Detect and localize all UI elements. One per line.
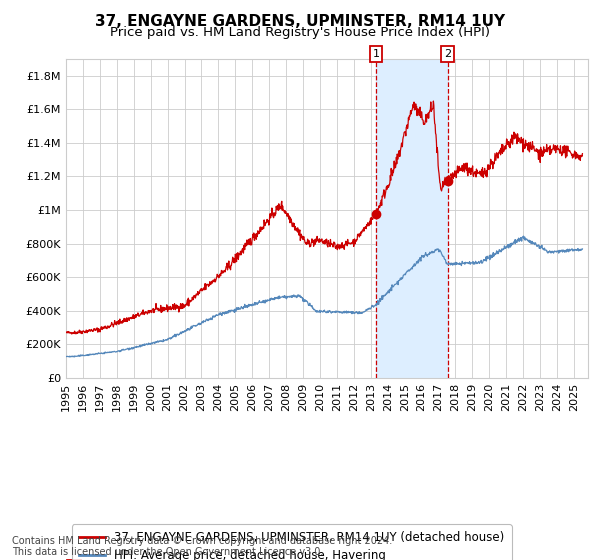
Bar <box>376 59 448 378</box>
Legend: 37, ENGAYNE GARDENS, UPMINSTER, RM14 1UY (detached house), HPI: Average price, d: 37, ENGAYNE GARDENS, UPMINSTER, RM14 1UY… <box>72 524 512 560</box>
Text: 37, ENGAYNE GARDENS, UPMINSTER, RM14 1UY: 37, ENGAYNE GARDENS, UPMINSTER, RM14 1UY <box>95 14 505 29</box>
Text: 2: 2 <box>444 49 451 59</box>
Text: 1: 1 <box>373 49 380 59</box>
Text: Contains HM Land Registry data © Crown copyright and database right 2024.
This d: Contains HM Land Registry data © Crown c… <box>12 535 392 557</box>
Text: Price paid vs. HM Land Registry's House Price Index (HPI): Price paid vs. HM Land Registry's House … <box>110 26 490 39</box>
